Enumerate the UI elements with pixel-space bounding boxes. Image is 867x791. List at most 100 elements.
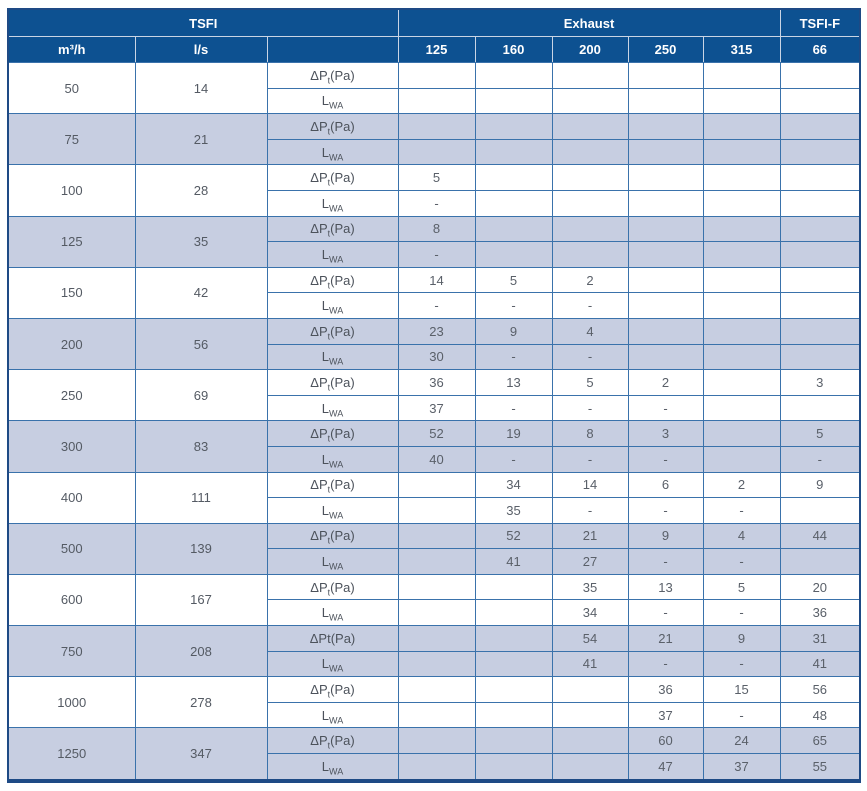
dp-value-cell bbox=[702, 215, 781, 243]
lwa-value-cell: 41 bbox=[474, 548, 553, 575]
dp-value-cell: 36 bbox=[627, 676, 704, 703]
dp-label-subscript: t bbox=[327, 484, 331, 495]
lwa-label-cell: LWA bbox=[266, 292, 399, 319]
lwa-value-cell: - bbox=[551, 292, 629, 319]
lwa-value-cell bbox=[779, 138, 861, 166]
dp-label-prefix: ΔP bbox=[310, 374, 328, 390]
dp-label-cell: ΔPt(Pa) bbox=[266, 113, 399, 140]
dp-value-cell bbox=[397, 113, 476, 140]
flow-group-dp-row: 200 56 ΔPt(Pa) 23 9 4 bbox=[7, 317, 861, 371]
lwa-label-cell: LWA bbox=[266, 445, 399, 473]
dp-value-cell: 2 bbox=[551, 266, 629, 294]
lwa-value-cell bbox=[702, 394, 781, 422]
lwa-value-cell bbox=[627, 87, 704, 115]
lwa-label-subscript: WA bbox=[329, 561, 344, 572]
lwa-label-cell: LWA bbox=[266, 497, 399, 524]
flow-group-dp-row: 300 83 ΔPt(Pa) 52 19 8 3 5 bbox=[7, 420, 861, 473]
dp-label-prefix: ΔP bbox=[310, 579, 328, 595]
flow-ls-cell: 278 bbox=[134, 676, 268, 729]
flow-ls-cell: 28 bbox=[134, 164, 268, 217]
dp-label-subscript: t bbox=[327, 228, 331, 239]
dp-value-cell: 20 bbox=[779, 573, 861, 601]
flow-m3h-cell: 1250 bbox=[7, 727, 136, 782]
dp-label-unit: (Pa) bbox=[330, 528, 355, 544]
flow-ls-cell: 56 bbox=[134, 317, 268, 371]
dp-value-cell: 3 bbox=[627, 420, 704, 447]
lwa-value-cell: 30 bbox=[397, 343, 476, 371]
dp-label-unit: (Pa) bbox=[330, 67, 355, 83]
lwa-label-cell: LWA bbox=[266, 394, 399, 422]
dp-label-cell: ΔPt(Pa) bbox=[266, 420, 399, 447]
lwa-value-cell bbox=[779, 497, 861, 524]
lwa-label-prefix: L bbox=[321, 400, 330, 416]
lwa-value-cell bbox=[779, 87, 861, 115]
lwa-label-subscript: WA bbox=[329, 356, 344, 367]
lwa-value-cell bbox=[397, 548, 476, 575]
dp-label-subscript: t bbox=[327, 331, 331, 342]
dp-label-subscript: t bbox=[327, 433, 331, 444]
lwa-value-cell: - bbox=[702, 497, 781, 524]
lwa-label-cell: LWA bbox=[266, 701, 399, 729]
dp-value-cell bbox=[627, 62, 704, 89]
flow-group-lwa-row: LWA 41- -41 bbox=[8, 650, 861, 678]
lwa-value-cell: - bbox=[474, 445, 553, 473]
flow-group-dp-row: 400 111 ΔPt(Pa) 34 14 6 2 9 bbox=[7, 471, 861, 524]
flow-m3h-cell: 500 bbox=[7, 522, 136, 575]
lwa-value-cell bbox=[397, 138, 476, 166]
dp-label-unit: (Pa) bbox=[330, 477, 355, 493]
flow-group-dp-row: 75 21 ΔPt(Pa) bbox=[7, 113, 861, 166]
lwa-value-cell: - bbox=[627, 548, 704, 575]
flow-group-lwa-row: LWA bbox=[8, 138, 861, 166]
flow-group-lwa-row: LWA 40- - - - bbox=[8, 445, 861, 473]
flow-group-lwa-row: LWA 30- - bbox=[8, 343, 861, 371]
flow-group-lwa-row: LWA - - - bbox=[8, 292, 861, 319]
dp-label-cell: ΔPt(Pa) bbox=[266, 369, 399, 396]
dp-value-cell: 9 bbox=[702, 625, 781, 652]
dp-value-cell: 15 bbox=[702, 676, 781, 703]
flow-group-lwa-row: LWA - bbox=[8, 189, 861, 217]
dp-value-cell bbox=[702, 62, 781, 89]
flow-m3h-cell: 600 bbox=[7, 573, 136, 627]
dp-label-unit: (Pa) bbox=[330, 323, 355, 339]
lwa-value-cell bbox=[474, 241, 553, 268]
lwa-label-cell: LWA bbox=[266, 138, 399, 166]
lwa-value-cell: - bbox=[702, 599, 781, 627]
flow-group-lwa-row: LWA bbox=[8, 87, 861, 115]
lwa-label-prefix: L bbox=[321, 554, 330, 570]
lwa-value-cell: 41 bbox=[551, 650, 629, 678]
lwa-value-cell: 47 bbox=[627, 753, 704, 782]
dp-value-cell: 23 bbox=[397, 317, 476, 345]
dp-label-cell: ΔPt(Pa) bbox=[266, 625, 399, 652]
lwa-value-cell: - bbox=[627, 394, 704, 422]
flow-m3h-cell: 750 bbox=[7, 625, 136, 678]
lwa-label-subscript: WA bbox=[329, 459, 344, 470]
lwa-label-prefix: L bbox=[321, 502, 330, 518]
dp-value-cell: 65 bbox=[779, 727, 861, 755]
dp-value-cell: 31 bbox=[779, 625, 861, 652]
lwa-label-prefix: L bbox=[321, 605, 330, 621]
dp-value-cell bbox=[551, 164, 629, 191]
lwa-value-cell bbox=[474, 87, 553, 115]
lwa-value-cell: - bbox=[627, 650, 704, 678]
lwa-value-cell: - bbox=[627, 497, 704, 524]
dp-value-cell bbox=[779, 317, 861, 345]
header-size-160: 160 bbox=[474, 36, 553, 63]
lwa-value-cell bbox=[779, 292, 861, 319]
dp-value-cell bbox=[702, 164, 781, 191]
lwa-value-cell bbox=[474, 650, 553, 678]
lwa-value-cell bbox=[779, 394, 861, 422]
lwa-value-cell: - bbox=[397, 241, 476, 268]
lwa-value-cell: - bbox=[702, 650, 781, 678]
dp-value-cell: 14 bbox=[551, 471, 629, 499]
dp-value-cell: 4 bbox=[702, 522, 781, 550]
dp-value-cell: 21 bbox=[551, 522, 629, 550]
table-header: TSFI Exhaust TSFI-F m³/h l/s 125 160 200… bbox=[7, 8, 861, 63]
dp-value-cell bbox=[627, 266, 704, 294]
dp-value-cell bbox=[627, 164, 704, 191]
header-size-315: 315 bbox=[702, 36, 781, 63]
dp-label-cell: ΔPt(Pa) bbox=[266, 164, 399, 191]
dp-value-cell bbox=[397, 727, 476, 755]
dp-label-cell: ΔPt(Pa) bbox=[266, 573, 399, 601]
lwa-value-cell bbox=[397, 650, 476, 678]
lwa-value-cell: - bbox=[702, 701, 781, 729]
